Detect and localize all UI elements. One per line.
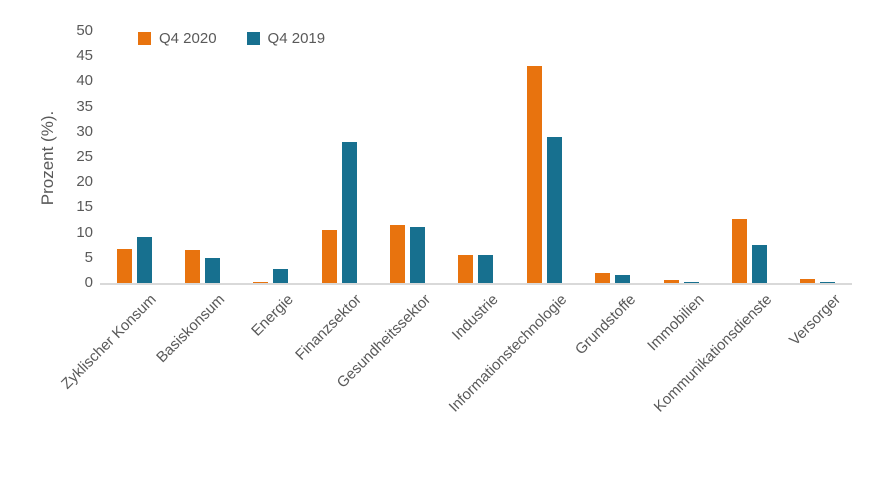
bar-pair [168, 31, 236, 283]
bar-group: Gesundheitssektor [333, 31, 441, 391]
x-axis-label: Versorger [785, 291, 844, 350]
bar-group: Versorger [784, 31, 852, 349]
bar-group: Zyklischer Konsum [59, 31, 168, 393]
bar-q4-2020 [800, 279, 816, 283]
x-axis-label: Basiskonsum [153, 291, 229, 367]
bar-q4-2019 [410, 227, 426, 283]
x-axis-label: Kommunikationsdienste [650, 291, 776, 416]
bar-pair [510, 31, 578, 283]
bar-q4-2019 [273, 269, 289, 283]
bar-q4-2019 [478, 255, 494, 283]
bar-q4-2020 [663, 280, 679, 283]
legend-item-q4-2019: Q4 2019 [246, 30, 326, 47]
x-axis-label: Energie [248, 291, 297, 340]
y-axis-tick-label: 35 [76, 97, 93, 115]
bar-group: Energie [237, 31, 305, 340]
legend-item-q4-2020: Q4 2020 [138, 30, 217, 47]
bar-q4-2019 [546, 136, 562, 283]
bar-group: Kommunikationsdienste [651, 31, 783, 416]
bar-pair [579, 31, 647, 283]
legend-label-q4-2020: Q4 2020 [159, 30, 217, 47]
y-axis-tick-label: 5 [84, 248, 93, 266]
legend-swatch-q4-2019-icon [246, 32, 260, 45]
bars-layer: Zyklischer Konsum Basiskonsum Energie Finan… [59, 31, 852, 416]
x-axis-label: Informationstechnologie [445, 291, 571, 416]
bar-pair [100, 31, 168, 283]
bar-pair [784, 31, 852, 283]
bar-group: Informationstechnologie [446, 31, 578, 416]
x-axis-label: Finanzsektor [292, 291, 366, 364]
y-axis-tick-label: 30 [76, 122, 93, 140]
y-axis-tick-label: 20 [76, 173, 93, 191]
y-axis-tick-label: 50 [76, 22, 93, 39]
bar-q4-2019 [205, 257, 221, 283]
y-axis-tick-label: 0 [84, 274, 93, 291]
bar-q4-2019 [820, 281, 836, 283]
y-axis-tick-label: 25 [76, 148, 93, 165]
bar-pair [305, 31, 373, 283]
bar-q4-2019 [683, 281, 699, 283]
y-axis-tick-label: 45 [76, 47, 93, 65]
bar-pair [442, 31, 510, 283]
bar-group: Immobilien [644, 31, 715, 354]
bar-pair [715, 31, 783, 283]
y-axis: 0 5 10 15 20 25 30 35 40 45 50 [55, 22, 93, 291]
bar-q4-2020 [390, 225, 406, 283]
x-axis-label: Grundstoffe [571, 291, 639, 359]
bar-pair [237, 31, 305, 283]
bar-q4-2019 [341, 142, 357, 283]
bar-q4-2019 [615, 274, 631, 283]
legend-swatch-q4-2020-icon [138, 32, 151, 45]
bar-pair [647, 31, 715, 283]
bar-q4-2020 [116, 249, 132, 283]
bar-pair [373, 31, 441, 283]
bar-q4-2020 [458, 255, 474, 283]
y-axis-tick-label: 10 [76, 223, 93, 241]
y-axis-tick-label: 15 [76, 198, 93, 216]
bar-q4-2020 [253, 281, 269, 283]
chart-legend: Q4 2020 Q4 2019 [138, 30, 325, 47]
bar-q4-2020 [731, 219, 747, 283]
bar-q4-2020 [595, 272, 611, 283]
bar-q4-2020 [321, 230, 337, 283]
bar-group: Finanzsektor [293, 31, 373, 364]
bar-q4-2020 [526, 66, 542, 283]
legend-label-q4-2019: Q4 2019 [267, 30, 326, 47]
y-axis-tick-label: 40 [76, 72, 93, 90]
plot-area: 0 5 10 15 20 25 30 35 40 45 50 Zyklischer Konsum Ba… [59, 22, 852, 416]
bar-q4-2019 [751, 245, 767, 283]
bar-group: Industrie [442, 31, 510, 344]
bar-q4-2020 [185, 249, 201, 283]
bar-group: Grundstoffe [571, 31, 647, 358]
x-axis-label: Industrie [449, 291, 503, 344]
bar-q4-2019 [136, 236, 152, 283]
bar-group: Basiskonsum [153, 31, 236, 366]
x-axis-label: Zyklischer Konsum [58, 291, 161, 393]
x-axis-label: Immobilien [643, 291, 708, 355]
